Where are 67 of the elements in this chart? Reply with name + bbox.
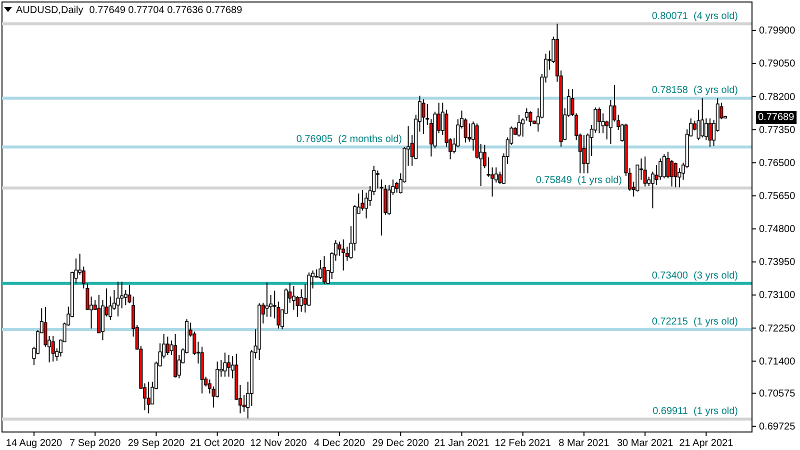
ref-line-label: 0.78158 (3 yrs old) — [652, 85, 738, 96]
ref-line-label: 0.69911 (1 yrs old) — [652, 406, 738, 418]
candlestick — [700, 98, 704, 138]
y-tick-label: 0.79050 — [759, 58, 796, 70]
x-tick-label: 12 Nov 2020 — [250, 438, 308, 450]
y-tick-label: 0.79900 — [759, 26, 796, 37]
candlestick — [265, 282, 269, 318]
y-tick-label: 0.73950 — [759, 257, 796, 268]
ref-line-label: 0.72215 (1 yrs old) — [652, 316, 738, 328]
candlestick — [662, 154, 666, 179]
candlestick — [643, 156, 647, 187]
candlestick — [582, 134, 586, 174]
candlestick — [318, 260, 322, 280]
candlestick — [128, 284, 132, 304]
candlestick — [322, 256, 326, 285]
x-tick-label: 29 Dec 2020 — [372, 438, 430, 450]
candlestick — [376, 170, 380, 189]
x-tick-label: 29 Sep 2020 — [128, 438, 186, 450]
y-tick-label: 0.76500 — [759, 158, 796, 169]
x-tick-label: 21 Oct 2020 — [190, 438, 245, 450]
x-tick-label: 7 Sep 2020 — [70, 438, 122, 450]
candlestick — [296, 296, 300, 318]
y-tick-label: 0.69725 — [759, 422, 796, 433]
x-tick-label: 30 Mar 2021 — [616, 438, 674, 450]
x-tick-label: 4 Dec 2020 — [314, 438, 366, 450]
candlestick — [422, 98, 426, 134]
candlestick — [146, 381, 150, 414]
candlestick — [517, 114, 521, 138]
candlestick — [597, 106, 601, 134]
y-tick-label: 0.77350 — [759, 124, 796, 136]
x-tick-label: 14 Aug 2020 — [6, 438, 63, 450]
candlestick — [666, 151, 670, 179]
candlestick — [395, 181, 399, 194]
x-tick-label: 8 Mar 2021 — [558, 438, 610, 450]
candlestick — [468, 122, 472, 142]
candlestick — [670, 159, 674, 187]
text: 0.77689 — [758, 112, 795, 123]
candlestick — [44, 306, 48, 348]
x-tick-label: 21 Apr 2021 — [679, 438, 734, 450]
y-tick-label: 0.78200 — [759, 92, 796, 103]
candlestick — [360, 189, 364, 212]
chart-title: AUDUSD,Daily — [16, 5, 84, 16]
chart-subtitle: 0.77649 0.77704 0.77636 0.77689 — [89, 5, 243, 16]
y-tick-label: 0.71400 — [759, 356, 796, 368]
candlestick — [380, 178, 384, 236]
y-tick-label: 0.70575 — [759, 388, 796, 400]
candlestick — [166, 336, 170, 356]
candlestick — [524, 108, 528, 122]
candlestick — [116, 281, 120, 317]
candlestick — [674, 162, 678, 188]
y-tick-label: 0.74800 — [759, 224, 796, 236]
ref-line-label: 0.76905 (2 months old) — [296, 134, 402, 145]
candlestick — [464, 118, 468, 143]
candlestick — [342, 238, 346, 272]
y-tick-label: 0.72250 — [759, 323, 796, 334]
ref-line-label: 0.75849 (1 yrs old) — [536, 175, 622, 186]
x-tick-label: 21 Jan 2021 — [434, 438, 490, 450]
candlestick — [528, 110, 532, 127]
candlestick — [51, 335, 55, 362]
ref-line-label: 0.73400 (3 yrs old) — [652, 270, 738, 282]
ref-line-label: 0.80071 (4 yrs old) — [652, 10, 738, 22]
candlestick — [227, 354, 231, 378]
y-tick-label: 0.73100 — [759, 290, 796, 302]
candlestick — [242, 394, 246, 412]
y-tick-label: 0.75650 — [759, 190, 796, 202]
x-tick-label: 12 Feb 2021 — [494, 438, 552, 450]
candlestick — [223, 352, 227, 378]
